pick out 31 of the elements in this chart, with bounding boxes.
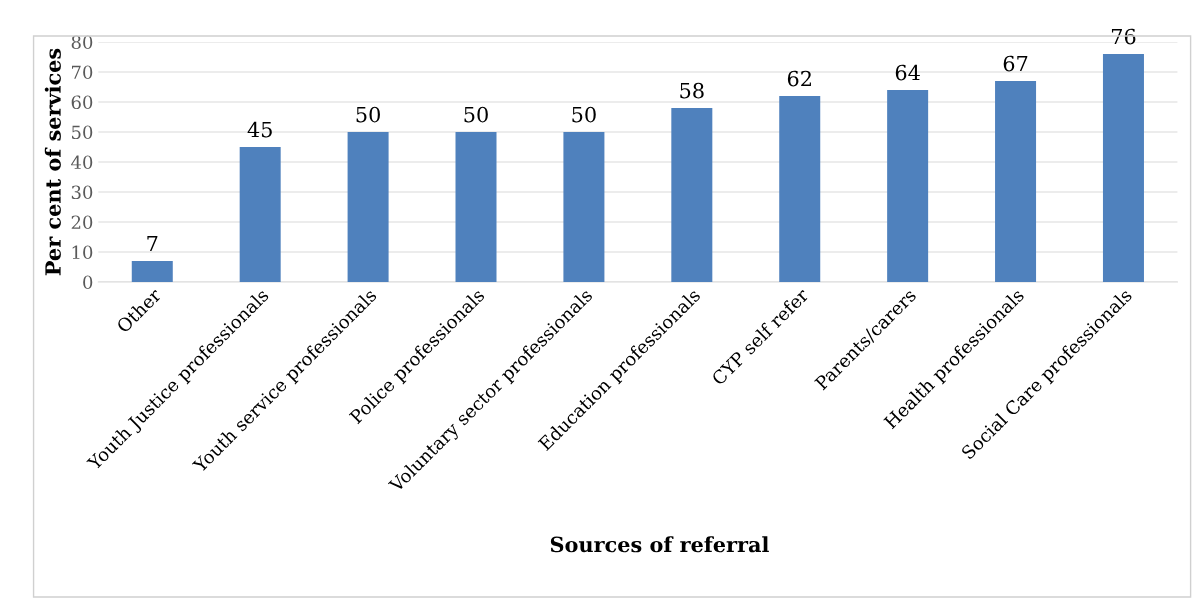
data-label: 58: [680, 82, 704, 99]
y-tick-label: 0: [83, 275, 93, 290]
bar: [1102, 54, 1144, 282]
bar: [455, 132, 497, 282]
y-tick-label: 50: [72, 125, 93, 140]
bar: [347, 132, 389, 282]
data-label: 76: [1111, 28, 1136, 45]
y-tick-label: 20: [71, 215, 93, 230]
bar: [131, 261, 173, 282]
y-tick-label: 70: [72, 65, 93, 80]
bar: [239, 147, 281, 282]
y-tick-label: 60: [71, 95, 93, 110]
data-label: 45: [247, 121, 272, 138]
bar: [563, 132, 605, 282]
y-tick-label: 40: [71, 155, 93, 170]
bar: [995, 81, 1037, 282]
y-axis-title: Per cent of services: [44, 48, 61, 276]
data-label: 64: [895, 64, 920, 81]
data-label: 62: [787, 70, 811, 87]
data-label: 50: [356, 106, 380, 123]
bar: [671, 108, 713, 282]
data-label: 67: [1003, 55, 1028, 72]
bar: [779, 96, 821, 282]
bar: [887, 90, 929, 282]
data-label: 50: [464, 106, 488, 123]
y-tick-label: 10: [72, 245, 93, 260]
x-axis-title: Sources of referral: [550, 536, 769, 553]
y-tick-label: 80: [71, 35, 93, 50]
y-tick-label: 30: [71, 185, 93, 200]
data-label: 50: [572, 106, 596, 123]
data-label: 7: [147, 235, 158, 252]
